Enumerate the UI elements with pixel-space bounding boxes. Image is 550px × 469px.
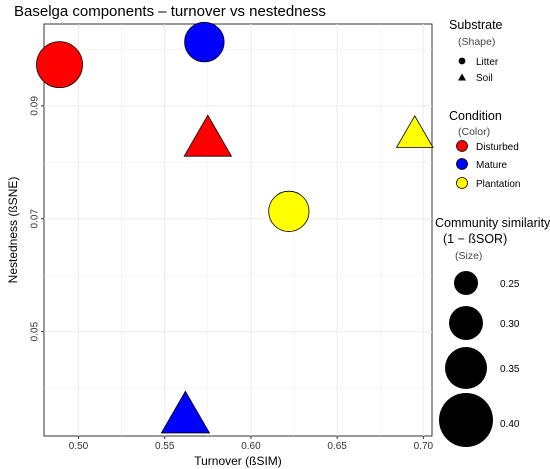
legend-size-title-line1: Community similarity	[435, 216, 550, 230]
legend-size-swatch-040	[439, 393, 493, 447]
legend-mature-label: Mature	[476, 160, 508, 171]
legend-size-label-040: 0.40	[500, 419, 520, 430]
point-plantation-soil	[395, 115, 434, 148]
legend-plantation-swatch	[456, 177, 468, 189]
point-plantation-litter	[268, 190, 310, 232]
legend-size-swatch-030	[449, 306, 483, 340]
x-tick-label: 0.70	[414, 441, 434, 452]
y-axis-label: Nestedness (ßSNE)	[6, 177, 20, 284]
chart-title: Baselga components – turnover vs nestedn…	[14, 3, 326, 20]
legend-disturbed-label: Disturbed	[476, 142, 519, 153]
y-tick-label: 0.07	[30, 209, 41, 229]
plot-border	[43, 23, 433, 437]
grid-lines	[44, 24, 432, 436]
legend-size-title-line2: (1 − ßSOR)	[443, 232, 507, 246]
legend-color-subtitle: (Color)	[458, 126, 490, 138]
legend-plantation-label: Plantation	[476, 179, 520, 190]
legend-soil-swatch	[458, 73, 466, 81]
legend-color: Condition (Color) Disturbed Mature Plant…	[449, 109, 520, 190]
legend-size-swatch-035	[445, 347, 487, 389]
legend-shape-title: Substrate	[449, 18, 503, 32]
data-points	[36, 21, 434, 434]
point-disturbed-litter	[36, 41, 83, 89]
point-mature-litter	[184, 21, 225, 63]
x-tick-label: 0.65	[327, 441, 347, 452]
x-tick-label: 0.50	[69, 441, 89, 452]
axis-ticks: 0.50 0.55 0.60 0.65 0.70 0.05 0.07 0.09	[30, 96, 434, 452]
legend-size-label-035: 0.35	[500, 364, 520, 375]
legend-shape: Substrate (Shape) Litter Soil	[449, 18, 503, 84]
legend-litter-swatch	[458, 57, 466, 65]
x-tick-label: 0.60	[241, 441, 261, 452]
legend-size-label-030: 0.30	[500, 319, 520, 330]
legend-size-subtitle: (Size)	[455, 250, 482, 262]
y-tick-label: 0.09	[30, 96, 41, 116]
x-tick-label: 0.55	[155, 441, 175, 452]
legend-size-swatch-025	[454, 271, 478, 295]
point-mature-soil	[160, 390, 211, 434]
y-tick-label: 0.05	[30, 321, 41, 341]
legend-mature-swatch	[456, 158, 468, 170]
legend-size-label-025: 0.25	[500, 279, 520, 290]
legend-shape-subtitle: (Shape)	[458, 36, 495, 48]
legend-soil-label: Soil	[476, 73, 493, 84]
legend-size: Community similarity (1 − ßSOR) (Size) 0…	[435, 216, 550, 447]
point-disturbed-soil	[183, 114, 233, 157]
legend-disturbed-swatch	[456, 140, 468, 152]
legend-litter-label: Litter	[476, 57, 499, 68]
x-axis-label: Turnover (ßSIM)	[194, 454, 282, 468]
legend-color-title: Condition	[449, 109, 502, 123]
plot-panel	[43, 23, 433, 437]
